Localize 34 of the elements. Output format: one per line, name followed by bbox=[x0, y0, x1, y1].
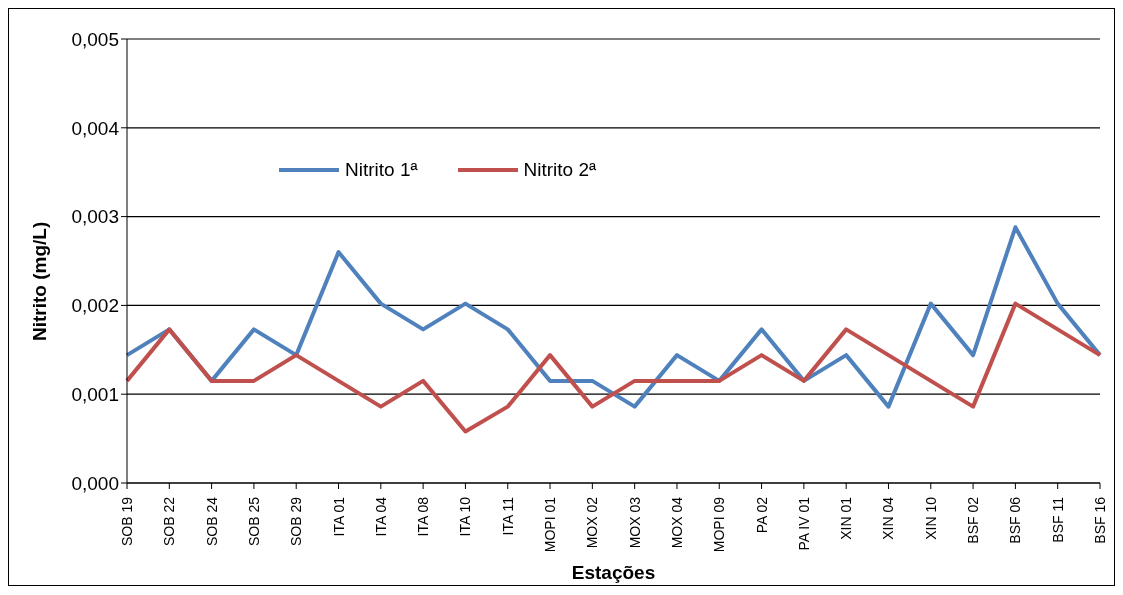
y-tick-label: 0,004 bbox=[71, 117, 120, 139]
x-tick-label: MOX 02 bbox=[584, 496, 601, 549]
y-tick-label: 0,002 bbox=[71, 295, 119, 317]
x-tick-label: MOX 04 bbox=[668, 496, 685, 549]
x-tick-label: ITA 11 bbox=[499, 496, 516, 536]
x-tick-label: ITA 10 bbox=[457, 496, 474, 537]
x-tick-label: SOB 25 bbox=[245, 496, 262, 547]
x-axis-title: Estações bbox=[571, 562, 656, 583]
y-tick-label: 0,001 bbox=[71, 383, 119, 405]
x-tick-label: SOB 29 bbox=[288, 496, 305, 547]
x-tick-label: MOPI 09 bbox=[711, 496, 728, 553]
x-tick-label: SOB 19 bbox=[119, 496, 135, 547]
x-tick-label: BSF 11 bbox=[1049, 496, 1066, 543]
y-axis-title: Nitrito (mg/L) bbox=[28, 221, 50, 341]
legend-label: Nitrito 2ª bbox=[523, 159, 596, 181]
x-tick-label: PA 02 bbox=[753, 496, 770, 534]
y-tick-label: 0,005 bbox=[71, 28, 119, 50]
x-tick-label: BSF 06 bbox=[1007, 496, 1024, 544]
x-tick-label: ITA 01 bbox=[330, 496, 347, 537]
x-tick-label: ITA 04 bbox=[372, 496, 389, 537]
x-tick-label: XIN 10 bbox=[922, 496, 939, 540]
x-tick-label: XIN 01 bbox=[838, 496, 855, 540]
x-tick-label: SOB 24 bbox=[203, 496, 220, 547]
x-tick-label: BSF 16 bbox=[1092, 496, 1108, 544]
legend-label: Nitrito 1ª bbox=[345, 159, 418, 181]
x-tick-label: PA IV 01 bbox=[795, 496, 812, 551]
x-tick-label: MOPI 01 bbox=[542, 496, 559, 553]
y-tick-label: 0,000 bbox=[71, 472, 119, 494]
x-tick-label: ITA 08 bbox=[415, 496, 432, 537]
x-tick-label: MOX 03 bbox=[626, 496, 643, 549]
x-tick-label: XIN 04 bbox=[880, 496, 897, 540]
x-tick-label: BSF 02 bbox=[965, 496, 982, 544]
x-tick-label: SOB 22 bbox=[161, 496, 178, 547]
y-tick-label: 0,003 bbox=[71, 206, 119, 228]
